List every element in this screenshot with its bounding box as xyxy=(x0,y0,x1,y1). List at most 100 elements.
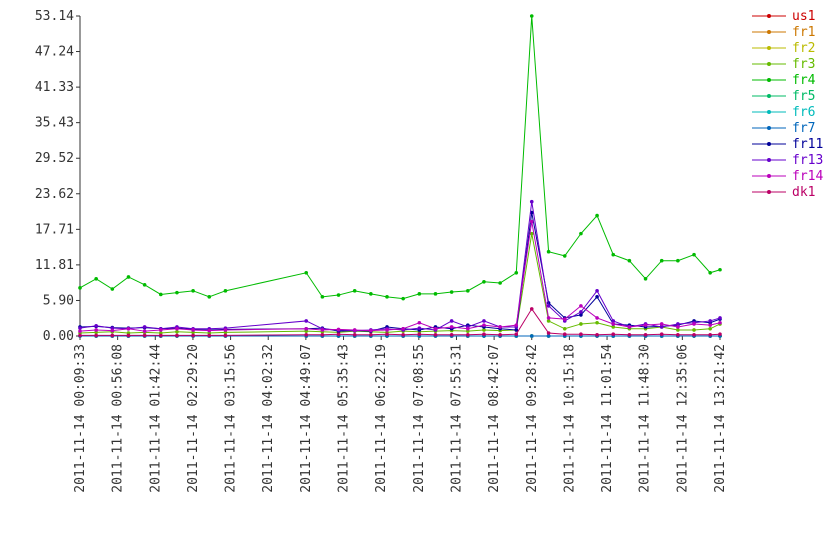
data-point xyxy=(191,289,195,293)
legend-label: dk1 xyxy=(792,185,815,200)
data-point xyxy=(158,333,163,338)
data-point xyxy=(659,258,664,263)
legend-label: us1 xyxy=(792,9,815,24)
x-tick-label: 2011-11-14 01:42:44 xyxy=(148,344,163,493)
data-point xyxy=(514,270,519,275)
data-point xyxy=(692,322,696,326)
y-tick-label: 47.24 xyxy=(35,45,74,60)
data-point xyxy=(385,328,389,332)
data-point xyxy=(352,289,357,293)
legend-dot xyxy=(767,142,771,146)
x-tick-label: 2011-11-14 11:48:30 xyxy=(638,344,653,493)
x-tick-label: 2011-11-14 07:55:31 xyxy=(449,344,464,493)
data-point xyxy=(514,332,519,336)
legend-label: fr1 xyxy=(792,25,815,40)
data-point xyxy=(676,258,680,263)
x-tick-label: 2011-11-14 12:35:06 xyxy=(675,344,690,493)
data-point xyxy=(676,325,680,329)
data-point xyxy=(692,332,696,337)
data-point xyxy=(223,328,228,332)
data-point xyxy=(466,289,470,293)
data-point xyxy=(659,322,664,326)
legend-dot xyxy=(767,158,771,162)
data-point xyxy=(304,319,309,323)
data-point xyxy=(482,332,486,336)
data-point xyxy=(579,322,583,326)
data-point xyxy=(336,327,341,332)
data-point xyxy=(562,326,567,331)
data-point xyxy=(482,319,486,323)
x-tick-label: 2011-11-14 13:21:42 xyxy=(713,344,728,493)
legend-dot xyxy=(767,126,771,130)
y-tick-label: 53.14 xyxy=(35,9,74,24)
legend-dot xyxy=(767,78,771,82)
data-point xyxy=(94,323,98,328)
data-point xyxy=(611,322,616,326)
data-point xyxy=(498,325,502,329)
data-point xyxy=(223,333,228,338)
data-point xyxy=(78,329,82,333)
data-point xyxy=(466,326,470,331)
data-point xyxy=(175,329,179,334)
legend-dot xyxy=(767,14,771,18)
series-line xyxy=(79,201,721,332)
data-point xyxy=(482,280,486,284)
data-point xyxy=(94,276,98,281)
data-point xyxy=(158,292,163,297)
data-point xyxy=(417,320,422,325)
y-tick-label: 41.33 xyxy=(35,80,74,95)
data-point xyxy=(718,316,722,320)
data-point xyxy=(546,304,551,308)
data-point xyxy=(643,276,648,281)
data-point xyxy=(546,331,551,335)
legend-label: fr4 xyxy=(792,73,816,88)
data-point xyxy=(718,267,722,272)
x-tick-label: 2011-11-14 10:15:18 xyxy=(562,344,577,493)
legend-label: fr2 xyxy=(792,41,815,56)
data-point xyxy=(562,317,567,321)
y-tick-label: 29.52 xyxy=(35,151,74,166)
data-point xyxy=(579,332,583,336)
data-point xyxy=(304,270,309,275)
data-point xyxy=(579,231,583,236)
legend-dot xyxy=(767,190,771,194)
data-point xyxy=(142,325,147,329)
legend-dot xyxy=(767,62,771,66)
x-tick-label: 2011-11-14 11:01:54 xyxy=(600,344,615,493)
data-point xyxy=(708,332,712,337)
data-point xyxy=(529,219,534,224)
x-tick-label: 2011-11-14 00:56:08 xyxy=(111,344,126,493)
data-point xyxy=(611,332,616,336)
data-point xyxy=(708,319,712,323)
data-point xyxy=(676,332,680,337)
data-point xyxy=(175,290,179,295)
data-point xyxy=(514,328,519,332)
data-point xyxy=(546,334,551,338)
data-point xyxy=(482,323,486,327)
data-point xyxy=(595,213,599,218)
data-point xyxy=(352,328,357,332)
data-point xyxy=(320,295,325,299)
data-point xyxy=(627,258,632,263)
data-point xyxy=(401,296,405,301)
data-point xyxy=(529,307,534,311)
data-point xyxy=(718,320,722,325)
data-point xyxy=(417,332,422,336)
data-point xyxy=(562,254,567,258)
data-point xyxy=(223,289,228,293)
legend-label: fr7 xyxy=(792,121,815,136)
data-point xyxy=(611,319,616,323)
data-point xyxy=(336,332,341,336)
data-point xyxy=(659,332,664,336)
data-point xyxy=(498,332,502,337)
data-point xyxy=(369,292,373,296)
data-point xyxy=(336,293,341,297)
data-point xyxy=(304,332,309,337)
legend-label: fr11 xyxy=(792,137,823,152)
data-point xyxy=(579,310,583,314)
data-point xyxy=(158,328,163,332)
data-point xyxy=(611,325,616,329)
data-point xyxy=(110,287,115,291)
data-point xyxy=(627,332,632,337)
data-point xyxy=(207,295,212,299)
